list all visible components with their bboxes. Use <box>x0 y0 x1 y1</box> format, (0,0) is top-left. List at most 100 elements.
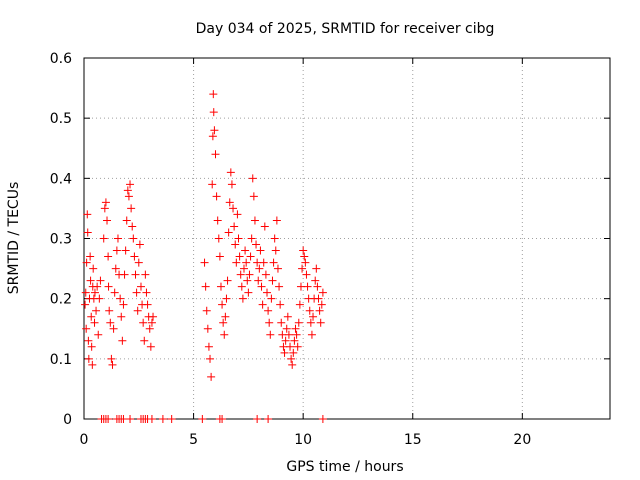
data-point <box>267 294 276 303</box>
data-point <box>104 415 113 423</box>
chart-title: Day 034 of 2025, SRMTID for receiver cib… <box>196 21 495 37</box>
data-point <box>263 288 272 297</box>
data-point <box>81 288 90 297</box>
data-point <box>284 330 293 339</box>
data-point <box>83 210 92 219</box>
data-point <box>265 318 274 327</box>
data-point <box>260 222 269 231</box>
data-point <box>81 300 90 309</box>
data-point <box>106 318 115 327</box>
data-point <box>146 342 155 351</box>
data-point <box>245 270 254 279</box>
data-point <box>87 312 96 321</box>
data-point <box>247 234 256 243</box>
data-point <box>244 288 253 297</box>
data-point <box>218 300 227 309</box>
data-point <box>316 318 325 327</box>
data-point <box>229 204 238 213</box>
data-point <box>313 282 322 291</box>
data-point <box>141 270 150 279</box>
data-point <box>135 240 144 249</box>
data-point <box>120 270 129 279</box>
data-point <box>124 192 133 201</box>
data-point <box>312 264 321 273</box>
data-point <box>167 415 176 423</box>
data-point <box>259 258 268 267</box>
y-tick-label: 0 <box>63 412 72 428</box>
data-point <box>231 240 240 249</box>
data-point <box>208 132 217 141</box>
data-point <box>107 354 116 363</box>
data-point <box>104 282 113 291</box>
data-point <box>269 258 278 267</box>
data-point <box>300 252 309 261</box>
data-point <box>230 222 239 231</box>
data-point <box>198 415 207 423</box>
data-point <box>147 415 156 423</box>
data-point <box>118 336 127 345</box>
data-point <box>273 264 282 273</box>
y-tick-label: 0.6 <box>50 51 72 67</box>
data-point <box>203 324 212 333</box>
data-point <box>96 276 105 285</box>
data-point <box>222 294 231 303</box>
data-point <box>242 258 251 267</box>
data-point <box>82 258 91 267</box>
data-point <box>105 306 114 315</box>
data-point <box>311 276 320 285</box>
grid-lines <box>84 58 610 419</box>
data-point <box>223 276 232 285</box>
data-point <box>128 222 137 231</box>
data-point <box>264 415 273 423</box>
data-point <box>255 264 264 273</box>
x-tick-label: 5 <box>189 432 198 448</box>
data-point <box>101 198 110 207</box>
data-point <box>271 246 280 255</box>
data-point <box>83 228 92 237</box>
y-tick-label: 0.1 <box>50 352 72 368</box>
data-point <box>127 204 136 213</box>
data-point <box>86 276 95 285</box>
data-point <box>122 216 131 225</box>
x-axis-label: GPS time / hours <box>286 459 403 475</box>
data-point <box>238 294 247 303</box>
x-tick-label: 0 <box>80 432 89 448</box>
data-point <box>302 270 311 279</box>
data-point <box>211 150 220 159</box>
data-point <box>280 348 289 357</box>
data-point <box>112 246 121 255</box>
data-point <box>201 282 210 291</box>
data-point <box>243 276 252 285</box>
data-point <box>119 300 128 309</box>
data-point <box>264 306 273 315</box>
data-point <box>233 210 242 219</box>
data-point <box>207 372 216 381</box>
data-point <box>103 216 112 225</box>
data-point <box>215 252 224 261</box>
data-point <box>252 240 261 249</box>
data-point <box>221 312 230 321</box>
data-point <box>93 282 102 291</box>
data-point <box>256 246 265 255</box>
tick-labels: 0 5 10 15 20 0 0.1 0.2 0.3 0.4 0.5 0.6 <box>50 51 532 448</box>
data-point <box>303 282 312 291</box>
data-point <box>246 252 255 261</box>
data-point <box>266 330 275 339</box>
data-point <box>214 234 223 243</box>
data-point <box>257 282 266 291</box>
data-point <box>314 294 323 303</box>
data-point <box>248 174 257 183</box>
data-point <box>113 234 122 243</box>
data-point <box>134 258 143 267</box>
data-point <box>318 415 327 423</box>
data-point <box>241 246 250 255</box>
data-point <box>84 336 93 345</box>
data-point <box>272 216 281 225</box>
data-point <box>129 234 138 243</box>
data-point <box>86 252 95 261</box>
data-point <box>295 300 304 309</box>
data-point <box>292 330 301 339</box>
data-point <box>108 360 117 369</box>
data-point <box>142 288 151 297</box>
data-point <box>206 354 215 363</box>
